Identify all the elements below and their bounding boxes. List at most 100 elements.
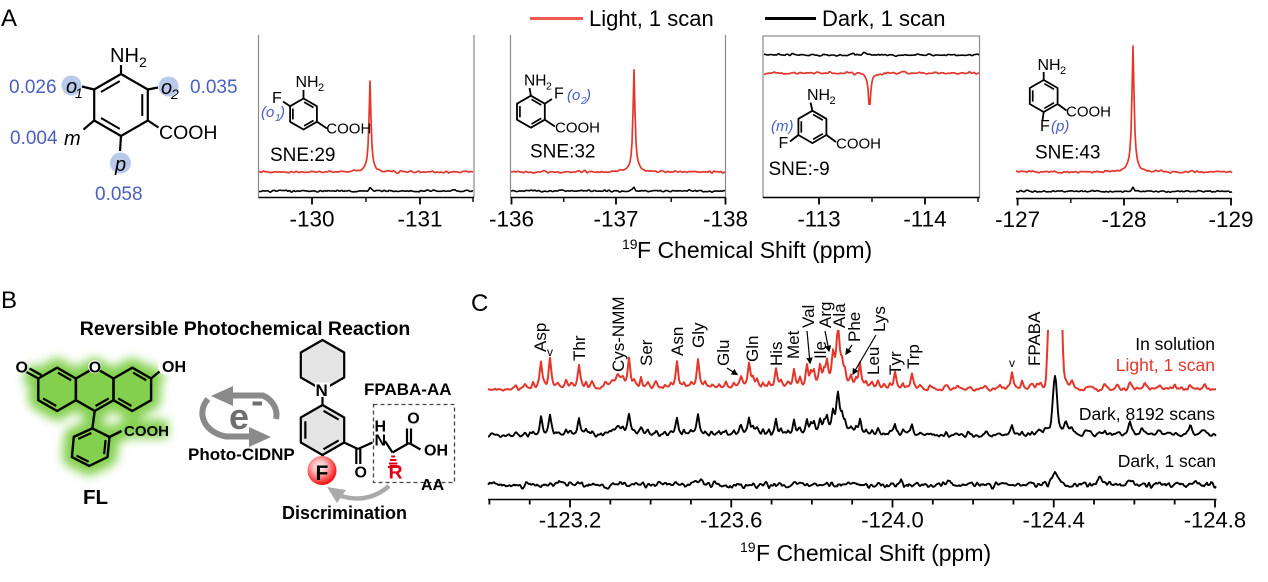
- svg-text:(o: (o: [567, 87, 580, 104]
- svg-text:-124.0: -124.0: [861, 508, 923, 533]
- svg-text:OH: OH: [424, 443, 448, 460]
- svg-text:NH: NH: [807, 87, 830, 104]
- svg-text:In solution: In solution: [1135, 334, 1215, 354]
- svg-text:C: C: [471, 290, 488, 317]
- svg-text:Photo-CIDNP: Photo-CIDNP: [188, 445, 295, 464]
- svg-text:v: v: [547, 345, 553, 359]
- svg-text:2: 2: [830, 95, 836, 107]
- svg-text:-137: -137: [593, 207, 638, 232]
- svg-text:N: N: [375, 433, 387, 450]
- svg-text:COOH: COOH: [836, 136, 881, 153]
- svg-text:His: His: [767, 341, 786, 366]
- svg-text:COOH: COOH: [1066, 104, 1111, 121]
- svg-text:Cys-NMM: Cys-NMM: [609, 296, 628, 372]
- svg-text:FPABA: FPABA: [1025, 311, 1044, 366]
- svg-text:0.058: 0.058: [95, 184, 143, 205]
- svg-text:Light, 1 scan: Light, 1 scan: [1116, 355, 1215, 375]
- svg-text:Dark, 1 scan: Dark, 1 scan: [822, 6, 946, 31]
- svg-text:-113: -113: [797, 207, 840, 232]
- svg-text:): ): [278, 104, 285, 121]
- svg-text:COOH: COOH: [326, 121, 371, 138]
- svg-text:COOH: COOH: [555, 120, 600, 137]
- svg-text:o: o: [66, 76, 77, 98]
- svg-text:O: O: [407, 411, 419, 428]
- svg-text:(p): (p): [1051, 118, 1069, 135]
- svg-text:Ala: Ala: [830, 303, 849, 328]
- svg-text:COOH: COOH: [159, 122, 218, 144]
- svg-text:2: 2: [546, 81, 552, 93]
- svg-text:(m): (m): [771, 118, 794, 135]
- svg-text:Val: Val: [799, 305, 818, 328]
- svg-text:NH: NH: [524, 73, 546, 90]
- svg-text:H: H: [375, 419, 387, 436]
- svg-text:Arg: Arg: [816, 302, 835, 328]
- svg-text:O: O: [16, 360, 28, 377]
- svg-text:NH: NH: [296, 74, 319, 91]
- svg-text:NH: NH: [1038, 57, 1061, 74]
- svg-text:v: v: [1009, 356, 1015, 370]
- svg-text:SNE:-9: SNE:-9: [769, 159, 830, 180]
- svg-text:Lys: Lys: [870, 306, 889, 332]
- svg-text:FL: FL: [83, 486, 108, 509]
- svg-text:N: N: [316, 381, 328, 400]
- svg-text:Trp: Trp: [904, 344, 923, 369]
- svg-text:-123.2: -123.2: [539, 508, 601, 533]
- svg-text:1: 1: [75, 85, 83, 101]
- svg-text:2: 2: [1060, 65, 1066, 77]
- svg-text:OH: OH: [162, 359, 186, 376]
- svg-text:0.004: 0.004: [10, 128, 58, 149]
- svg-text:Met: Met: [784, 330, 803, 359]
- svg-text:-138: -138: [703, 207, 748, 232]
- svg-text:): ): [584, 87, 591, 104]
- svg-text:SNE:43: SNE:43: [1035, 143, 1100, 164]
- svg-text:F: F: [316, 462, 329, 485]
- svg-text:m: m: [64, 128, 81, 150]
- svg-text:F: F: [554, 86, 564, 103]
- svg-text:R: R: [389, 462, 403, 484]
- svg-text:e: e: [229, 396, 249, 437]
- svg-text:19: 19: [622, 236, 638, 252]
- svg-text:AA: AA: [421, 477, 445, 494]
- svg-text:Dark, 8192 scans: Dark, 8192 scans: [1079, 404, 1215, 424]
- svg-text:SNE:32: SNE:32: [530, 142, 595, 163]
- svg-text:-130: -130: [289, 207, 334, 232]
- svg-text:2: 2: [318, 82, 324, 94]
- svg-text:-136: -136: [489, 207, 534, 232]
- svg-text:F Chemical Shift (ppm): F Chemical Shift (ppm): [756, 540, 991, 566]
- svg-text:SNE:29: SNE:29: [270, 145, 335, 166]
- svg-text:A: A: [1, 5, 17, 32]
- svg-text:-124.4: -124.4: [1023, 508, 1085, 533]
- svg-text:Asp: Asp: [531, 323, 550, 352]
- svg-text:O: O: [89, 360, 101, 377]
- svg-text:0.026: 0.026: [9, 77, 57, 98]
- svg-text:F: F: [1040, 118, 1050, 135]
- svg-text:Light, 1 scan: Light, 1 scan: [589, 6, 714, 31]
- svg-text:Reversible Photochemical React: Reversible Photochemical Reaction: [80, 318, 411, 340]
- svg-text:(o: (o: [261, 104, 274, 121]
- svg-text:o: o: [161, 77, 172, 99]
- svg-text:B: B: [1, 287, 17, 314]
- svg-text:-123.6: -123.6: [700, 508, 762, 533]
- svg-text:FPABA-AA: FPABA-AA: [364, 380, 452, 399]
- svg-text:-129: -129: [1208, 207, 1253, 232]
- svg-text:F: F: [779, 135, 789, 152]
- svg-text:Leu: Leu: [864, 347, 883, 375]
- svg-text:2: 2: [580, 96, 587, 107]
- svg-text:Gly: Gly: [689, 322, 708, 348]
- svg-text:Discrimination: Discrimination: [282, 503, 407, 523]
- svg-text:COOH: COOH: [124, 423, 169, 440]
- svg-text:-127: -127: [995, 207, 1040, 232]
- svg-text:NH: NH: [110, 45, 139, 67]
- svg-text:Gln: Gln: [743, 336, 762, 362]
- svg-text:2: 2: [139, 54, 147, 70]
- svg-text:-114: -114: [903, 207, 946, 232]
- svg-text:-128: -128: [1101, 207, 1146, 232]
- svg-text:F Chemical Shift (ppm): F Chemical Shift (ppm): [637, 237, 872, 263]
- svg-text:Asn: Asn: [668, 327, 687, 356]
- svg-text:19: 19: [740, 539, 756, 555]
- svg-text:2: 2: [170, 86, 179, 102]
- svg-text:-131: -131: [397, 207, 442, 232]
- svg-text:F: F: [272, 90, 282, 107]
- svg-text:-124.8: -124.8: [1184, 508, 1246, 533]
- svg-text:0.035: 0.035: [190, 77, 238, 98]
